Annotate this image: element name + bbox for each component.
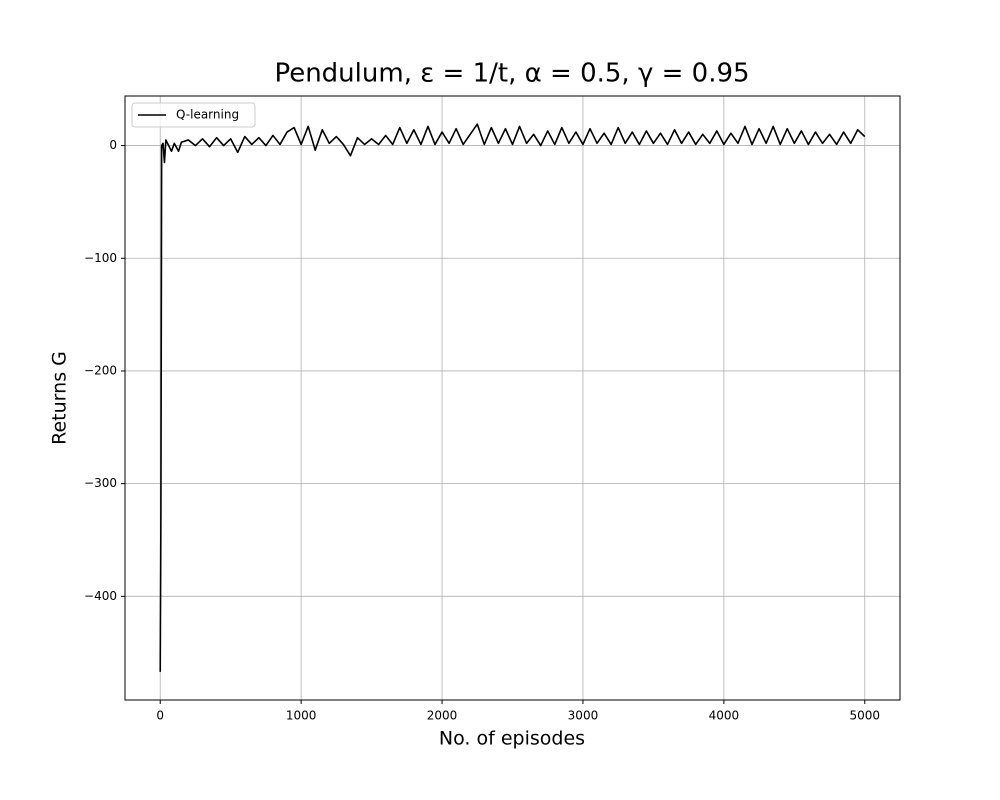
- y-tick-label: 0: [109, 138, 117, 152]
- x-tick-label: 2000: [427, 709, 458, 723]
- y-tick-label: −300: [84, 476, 117, 490]
- x-tick-label: 3000: [568, 709, 599, 723]
- y-tick-label: −400: [84, 589, 117, 603]
- x-tick-label: 0: [156, 709, 164, 723]
- x-axis-label: No. of episodes: [439, 728, 585, 750]
- x-tick-label: 4000: [709, 709, 740, 723]
- legend-box: [131, 102, 256, 128]
- chart-title: Pendulum, ε = 1/t, α = 0.5, γ = 0.95: [274, 59, 749, 89]
- plot-frame: [124, 95, 901, 701]
- y-axis-label: Returns G: [49, 351, 71, 445]
- legend-label: Q-learning: [176, 108, 239, 122]
- x-tick-label: 5000: [849, 709, 880, 723]
- data-line: [159, 123, 866, 672]
- y-tick-label: −200: [84, 363, 117, 377]
- x-tick-label: 1000: [286, 709, 317, 723]
- y-tick-label: −100: [84, 251, 117, 265]
